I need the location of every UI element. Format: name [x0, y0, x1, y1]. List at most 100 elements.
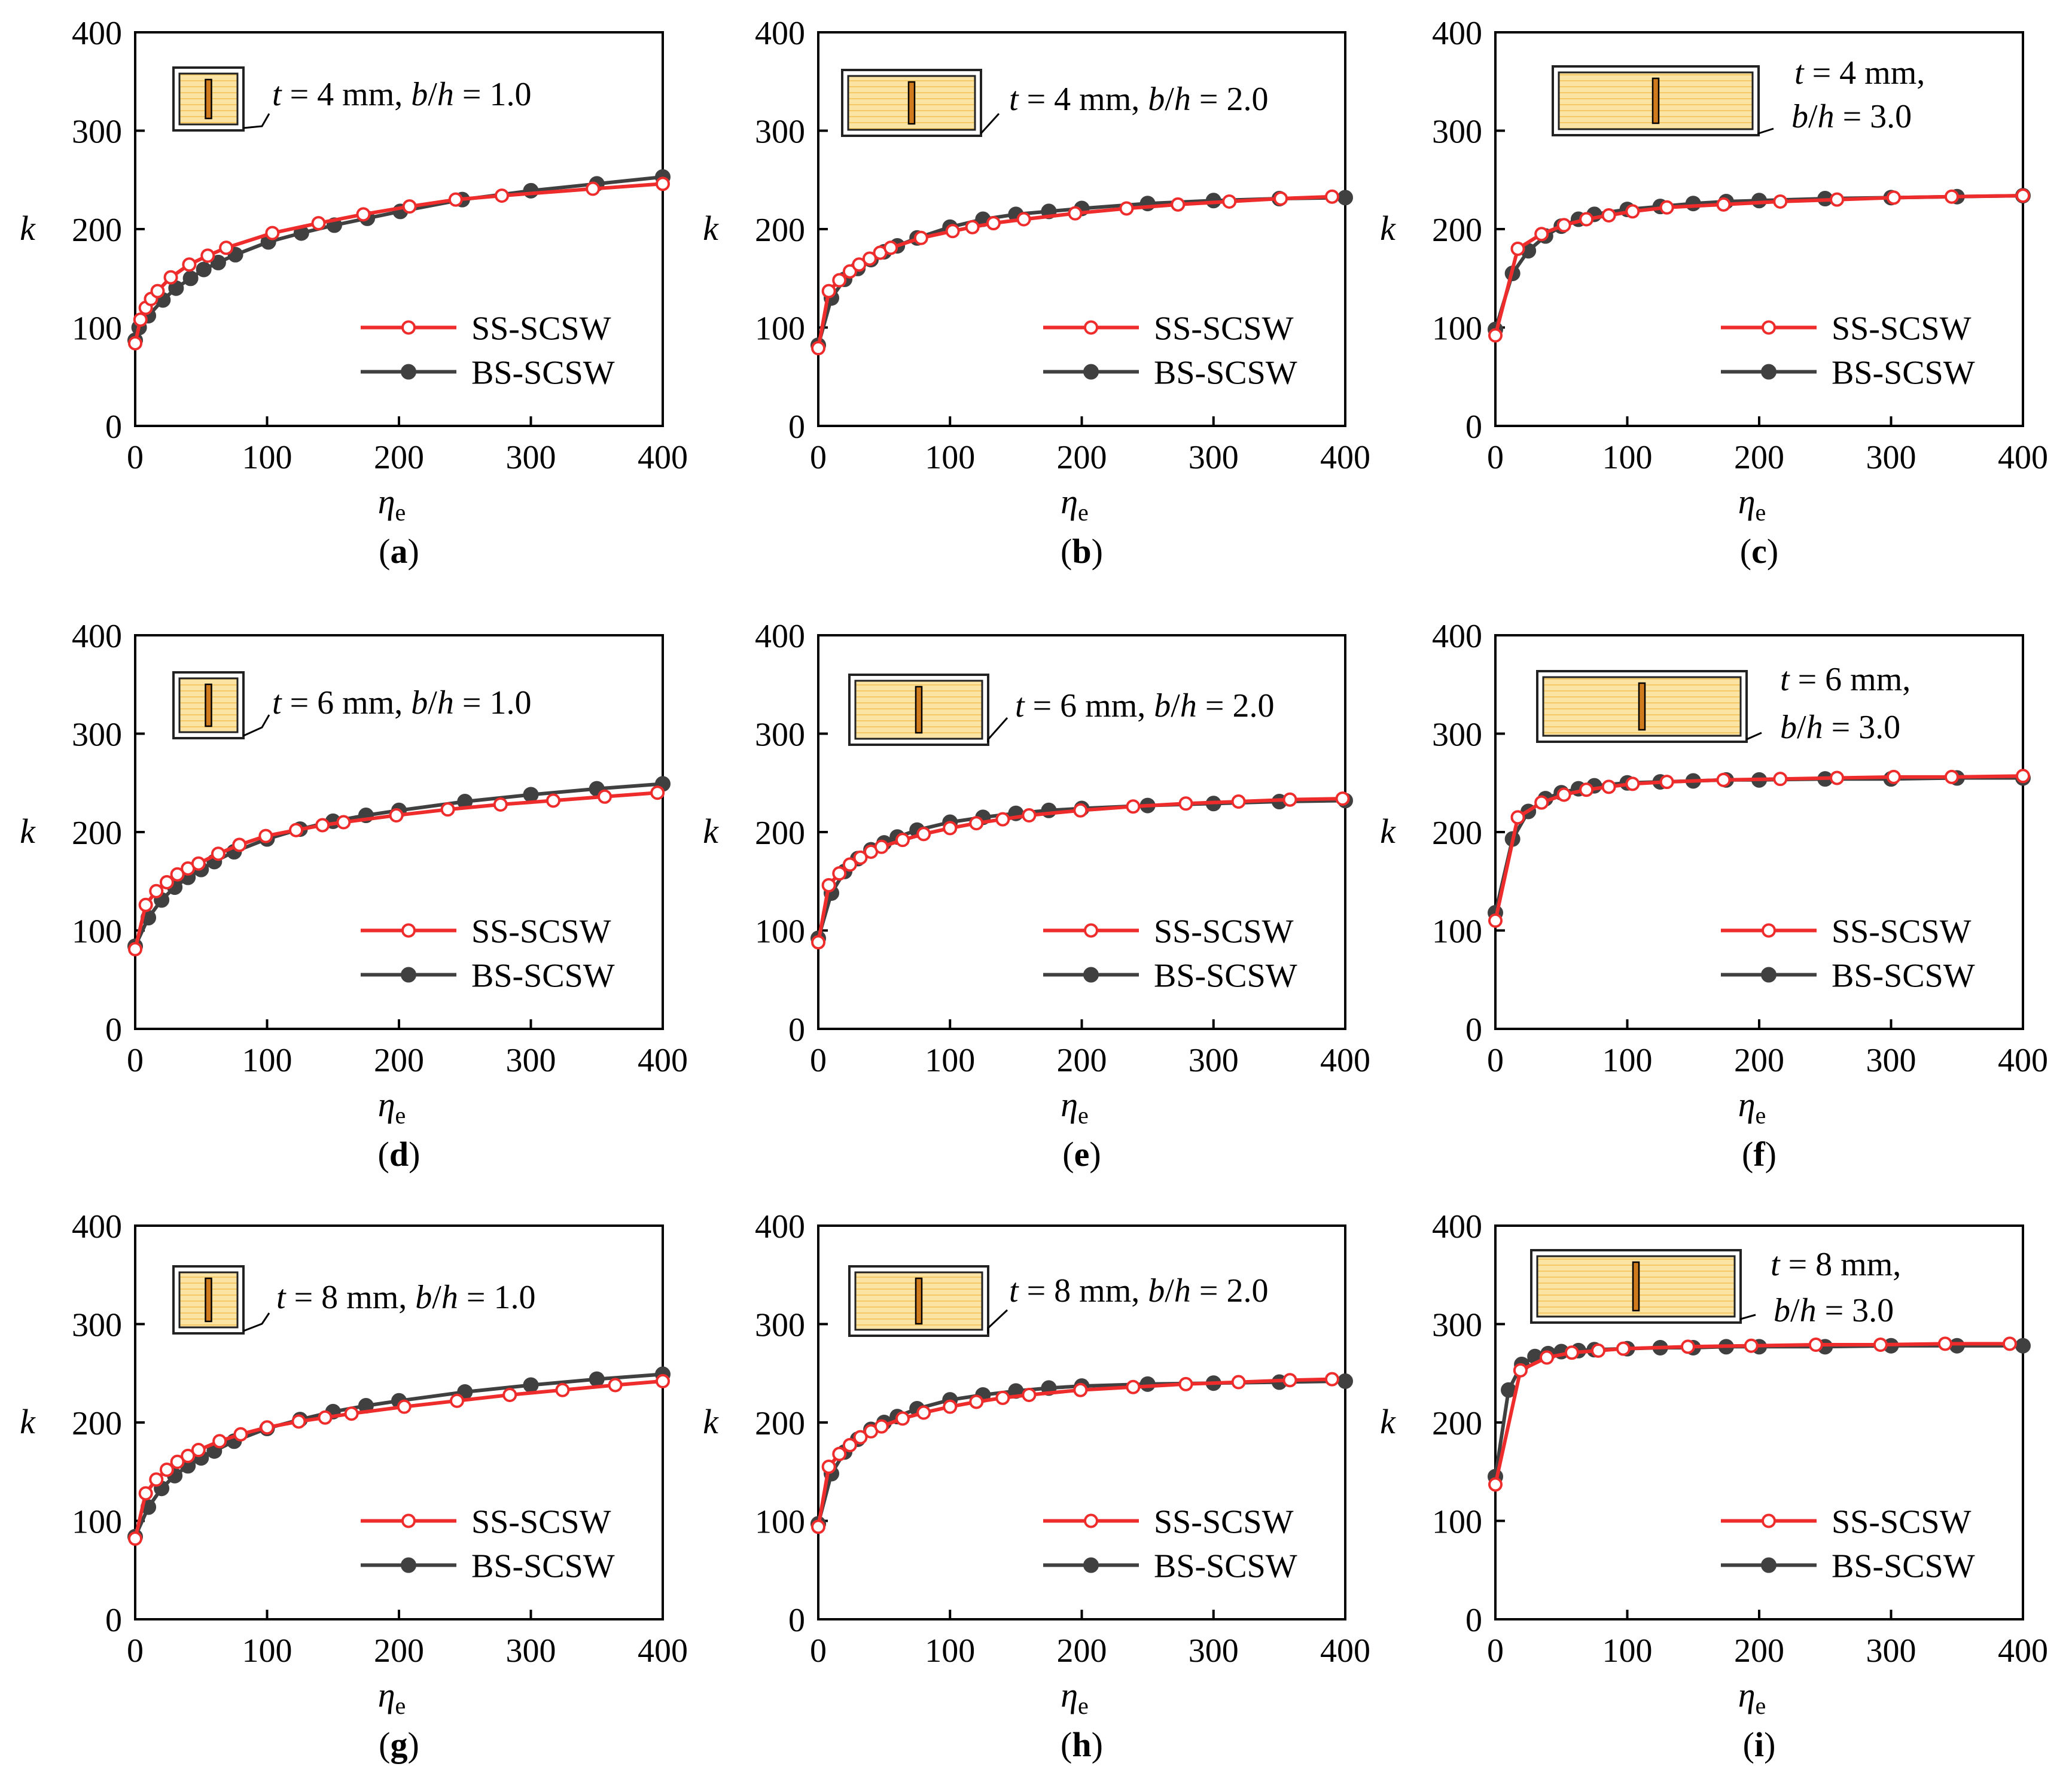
panel-schematic-icon: [172, 66, 270, 132]
data-point-ss: [1022, 808, 1037, 823]
data-point-ss: [945, 224, 960, 239]
data-point-ss: [138, 1486, 153, 1501]
legend-label-ss: SS-SCSW: [471, 310, 611, 348]
data-point-ss: [986, 216, 1001, 231]
data-point-ss: [1564, 1345, 1579, 1360]
data-point-ss: [1335, 791, 1350, 806]
y-tick-label: 300: [72, 114, 122, 151]
schematic-stiffener: [915, 686, 923, 734]
data-point-ss: [1539, 1350, 1554, 1365]
schematic-stiffener: [205, 1277, 212, 1323]
y-tick-label: 100: [755, 1504, 805, 1541]
panel-annotation: t = 8 mm,: [1771, 1246, 1901, 1283]
data-point-ss: [265, 226, 280, 240]
x-tick-label: 100: [925, 1632, 975, 1670]
y-tick-label: 300: [755, 1307, 805, 1344]
data-point-ss: [149, 1472, 164, 1487]
callout-leader-line: [1757, 127, 1774, 135]
x-tick-label: 0: [810, 1632, 827, 1670]
data-point-bs: [1337, 1373, 1353, 1389]
data-point-ss: [494, 188, 509, 203]
data-point-bs: [210, 254, 226, 270]
data-point-ss: [163, 270, 178, 285]
data-point-ss: [170, 867, 185, 882]
series-ss: [811, 189, 1339, 356]
panel-schematic-icon: [172, 671, 270, 739]
legend-marker-ss: [1084, 1513, 1098, 1528]
x-tick-label: 0: [810, 1042, 827, 1079]
data-point-ss: [2002, 1336, 2017, 1351]
data-point-ss: [1830, 770, 1845, 785]
panel-schematic-icon: [1530, 1249, 1756, 1324]
data-point-bs: [182, 270, 199, 287]
data-point-ss: [1830, 192, 1845, 207]
legend: SS-SCSW BS-SCSW: [1043, 1504, 1297, 1585]
panel-annotation: t = 8 mm, b/h = 2.0: [1009, 1272, 1268, 1309]
data-point-bs: [1337, 190, 1353, 206]
data-point-ss: [1510, 241, 1525, 256]
panel-schematic-icon: [1536, 670, 1762, 743]
legend: SS-SCSW BS-SCSW: [1721, 913, 1975, 995]
legend-marker-ss: [1084, 923, 1098, 938]
data-point-ss: [811, 341, 825, 356]
data-point-ss: [159, 875, 174, 890]
data-point-ss: [389, 808, 404, 823]
chart-panel-i: 0 100 200 300 400 0 100 200 300 400 ηe k (i) t = 8 mm…: [1380, 1208, 2048, 1764]
y-tick-label: 400: [1432, 15, 1482, 52]
x-tick-label: 400: [638, 1042, 688, 1079]
callout-leader-line: [243, 1312, 270, 1332]
x-tick-label: 0: [127, 1042, 144, 1079]
x-tick-label: 200: [374, 439, 424, 476]
data-point-ss: [1773, 772, 1788, 787]
y-tick-label: 200: [755, 815, 805, 852]
chart-panel-f: 0 100 200 300 400 0 100 200 300 400 ηe k (f) t = 6 mm…: [1380, 618, 2048, 1174]
panel-caption: (g): [379, 1725, 419, 1764]
series-ss: [128, 1373, 670, 1546]
panel-schematic-icon: [1552, 65, 1774, 136]
x-tick-label: 0: [1487, 1632, 1504, 1670]
y-tick-label: 400: [755, 618, 805, 655]
x-tick-label: 300: [506, 1042, 556, 1079]
data-point-ss: [1126, 799, 1141, 814]
x-tick-label: 400: [1320, 439, 1370, 476]
legend-marker-ss: [401, 320, 416, 335]
y-tick-label: 0: [105, 1602, 122, 1639]
data-point-ss: [2016, 769, 2030, 784]
data-point-ss: [883, 240, 898, 255]
y-tick-label: 200: [1432, 815, 1482, 852]
data-point-ss: [450, 1393, 465, 1408]
data-point-ss: [219, 240, 234, 255]
legend-marker-bs: [1083, 364, 1099, 380]
y-axis-label: k: [1380, 209, 1396, 248]
data-point-ss: [832, 273, 847, 288]
data-point-ss: [1625, 776, 1640, 791]
data-point-ss: [1601, 208, 1616, 223]
y-axis-label: k: [1380, 812, 1396, 851]
panel-caption: (d): [378, 1135, 421, 1174]
x-tick-label: 400: [1320, 1042, 1370, 1079]
series-ss: [1488, 188, 2030, 343]
schematic-stiffener: [1632, 1261, 1640, 1312]
panel-annotation: t = 8 mm, b/h = 1.0: [276, 1279, 535, 1316]
data-point-ss: [1773, 194, 1788, 209]
data-point-ss: [1659, 775, 1674, 790]
data-point-ss: [895, 833, 910, 848]
legend-label-ss: SS-SCSW: [1154, 1504, 1294, 1541]
y-tick-label: 400: [72, 15, 122, 52]
data-point-ss: [1282, 1373, 1297, 1388]
series-ss: [1488, 769, 2030, 928]
x-tick-label: 0: [127, 1632, 144, 1670]
data-point-ss: [448, 192, 463, 207]
data-point-ss: [853, 850, 868, 865]
x-tick-label: 300: [1866, 1632, 1916, 1670]
legend-marker-bs: [1761, 364, 1777, 380]
data-point-ss: [608, 1378, 623, 1393]
legend-marker-bs: [401, 1557, 416, 1573]
data-point-ss: [1579, 212, 1594, 227]
legend-marker-ss: [1762, 320, 1776, 335]
x-tick-label: 0: [810, 439, 827, 476]
legend-marker-bs: [401, 967, 416, 983]
x-tick-label: 300: [506, 1632, 556, 1670]
data-point-ss: [995, 1390, 1010, 1405]
y-tick-label: 200: [755, 212, 805, 249]
